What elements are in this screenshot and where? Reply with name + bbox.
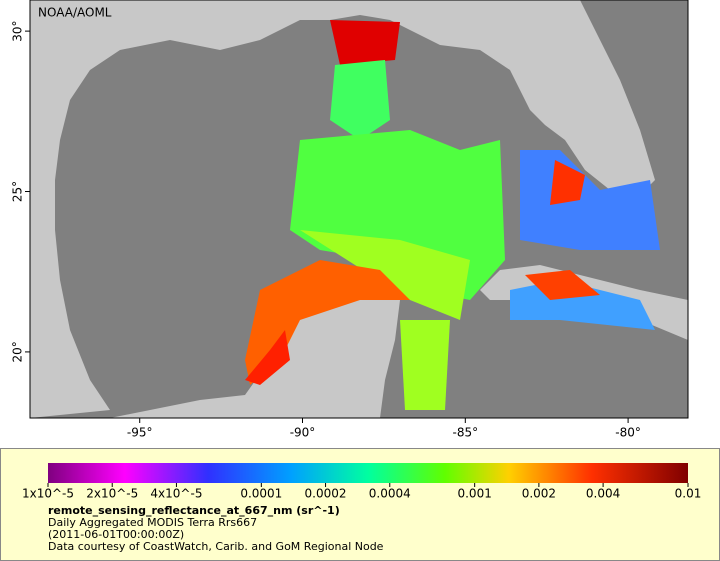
product: Daily Aggregated MODIS Terra Rrs667	[48, 516, 257, 529]
map-frame	[29, 0, 689, 419]
attribution: NOAA/AOML	[38, 6, 112, 20]
time: (2011-06-01T00:00:00Z)	[48, 528, 184, 541]
map: NOAA/AOML	[30, 0, 688, 418]
colorbar-tick-label: 1x10^-5	[22, 487, 74, 501]
x-tick-label: -95°	[127, 426, 153, 440]
colorbar-tick-label: 0.0004	[369, 487, 411, 501]
colorbar-tick-label: 4x10^-5	[150, 487, 202, 501]
colorbar-tick-label: 0.01	[675, 487, 702, 501]
land	[30, 0, 655, 418]
data-swath	[245, 20, 660, 410]
variable: remote_sensing_reflectance_at_667_nm (sr…	[48, 504, 340, 517]
colorbar-tick-label: 0.0001	[240, 487, 282, 501]
colorbar-tick-label: 0.004	[586, 487, 620, 501]
land	[110, 290, 400, 418]
axes: -95° -90° -85° -80° 20° 25° 30°	[11, 20, 641, 439]
y-tick-label: 20°	[11, 341, 25, 362]
colorbar-ticks: 1x10^-5 2x10^-5 4x10^-5 0.0001 0.0002 0.0004 0…	[22, 483, 701, 501]
x-tick-label: -80°	[615, 426, 641, 440]
credit: Data courtesy of CoastWatch, Carib. and …	[48, 540, 384, 553]
colorbar-tick-label: 2x10^-5	[86, 487, 138, 501]
x-tick-label: -85°	[452, 426, 478, 440]
colorbar	[48, 463, 688, 483]
colorbar-tick-label: 0.0002	[305, 487, 347, 501]
y-tick-label: 30°	[11, 20, 25, 41]
colorbar-tick-label: 0.001	[457, 487, 491, 501]
x-tick-label: -90°	[290, 426, 316, 440]
colorbar-tick-label: 0.002	[522, 487, 556, 501]
y-tick-label: 25°	[11, 181, 25, 202]
